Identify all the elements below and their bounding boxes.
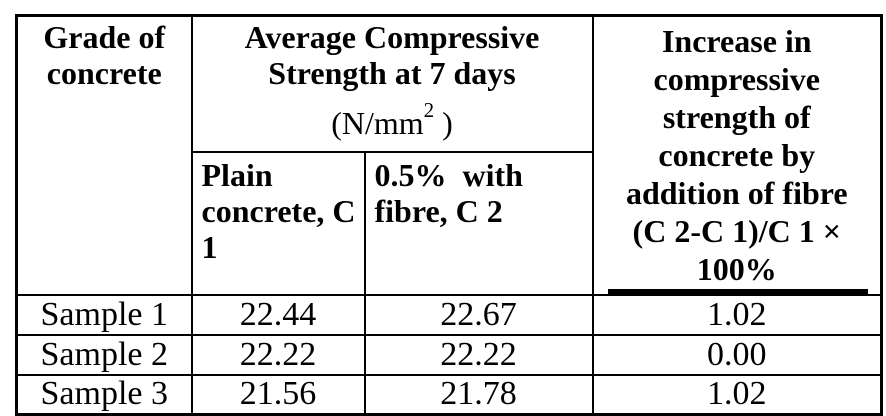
header-fibre-c2: 0.5% with fibre, C 2 [363,150,594,296]
compressive-strength-table: Grade of concrete Average Compressive St… [15,14,884,416]
value-fibre-c2: 22.22 [363,333,594,376]
value-increase: 0.00 [591,333,883,376]
header-row-top: Grade of concrete Average Compressive St… [15,14,883,296]
header-plain-concrete-c1: Plain concrete, C 1 [190,150,366,296]
unit-close-paren: ) [434,105,453,141]
value-plain-c1: 22.22 [190,333,366,376]
unit-prefix: (N/mm [331,105,424,141]
header-average-compressive-strength: Average Compressive Strength at 7 days (… [190,14,594,153]
table-row-sample-1: Sample 1 22.44 22.67 1.02 [15,293,883,336]
value-plain-c1: 22.44 [190,293,366,336]
value-fibre-c2: 21.78 [363,373,594,416]
header-increase-in-strength: Increase in compressive strength of concret… [591,14,883,296]
value-increase: 1.02 [591,373,883,416]
unit-superscript-2: 2 [423,98,435,122]
header-underline-rule [607,288,869,293]
header-unit-nmm2: (N/mm2 ) [194,98,591,144]
row-label: Sample 2 [15,333,193,376]
value-fibre-c2: 22.67 [363,293,594,336]
header-row-sub: Plain concrete, C 1 0.5% with fibre, C 2 [17,150,882,296]
row-label: Sample 1 [15,293,193,336]
row-label: Sample 3 [15,373,193,416]
header-average-title: Average Compressive Strength at 7 days [244,19,540,91]
header-grade-of-concrete: Grade of concrete [15,14,193,296]
value-increase: 1.02 [591,293,883,336]
table-row-sample-2: Sample 2 22.22 22.22 0.00 [15,333,883,376]
header-increase-text: Increase in compressive strength of concret… [625,23,848,287]
table-row-sample-3: Sample 3 21.56 21.78 1.02 [15,373,883,416]
value-plain-c1: 21.56 [190,373,366,416]
